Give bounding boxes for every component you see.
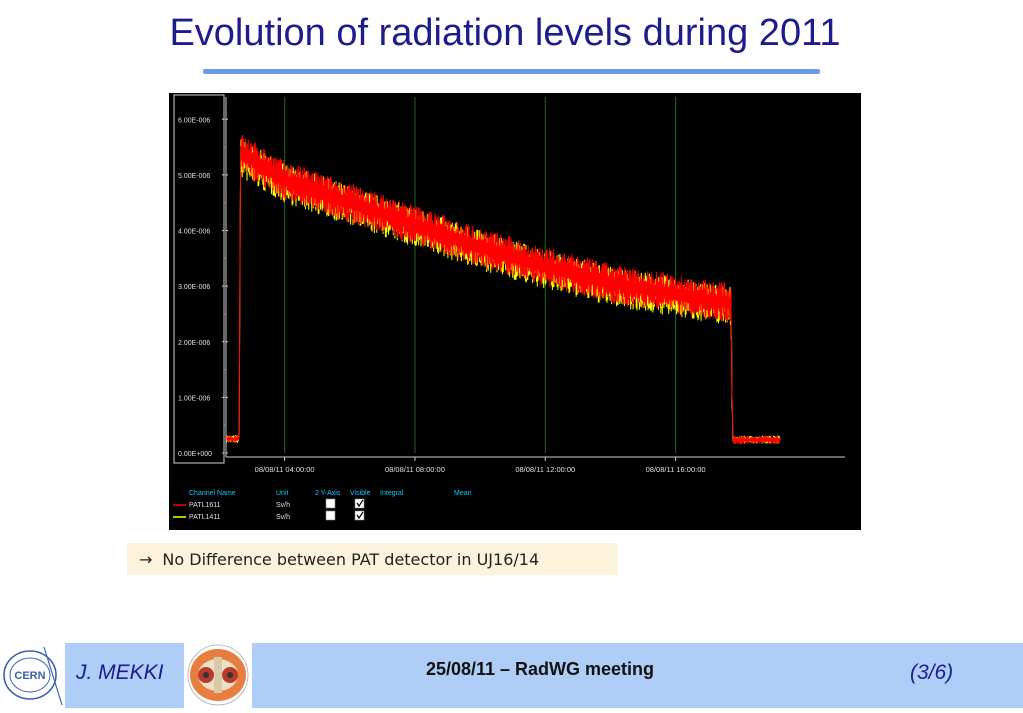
chart-svg: 0.00E+000 1.00E-006 2.00E-006 3.00E-006 4.00… (173, 94, 845, 521)
legend-header: Mean (454, 490, 472, 497)
legend-header: Integral (380, 490, 404, 497)
arrow-icon: → (139, 549, 153, 569)
y2-axis-checkbox[interactable] (325, 498, 336, 509)
legend-header: Channel Name (189, 490, 236, 497)
y-tick-label: 2.00E-006 (178, 340, 210, 347)
svg-text:CERN: CERN (14, 670, 45, 682)
series-layer (225, 134, 781, 444)
axis-layer: 0.00E+000 1.00E-006 2.00E-006 3.00E-006 4.00… (178, 97, 845, 474)
legend-channel-name: PATL1611 (189, 502, 221, 509)
y-tick-label: 3.00E-006 (178, 284, 210, 291)
meeting-label: 25/08/11 – RadWG meeting (425, 659, 655, 679)
legend-unit: Sv/h (276, 502, 290, 509)
checkmark-icon (356, 511, 364, 520)
y-tick-label: 0.00E+000 (178, 451, 212, 458)
legend-header: Visible (350, 490, 371, 497)
title-underline (203, 69, 820, 74)
conclusion-note: → No Difference between PAT detector in … (127, 543, 618, 575)
author-name: J. MEKKI (76, 661, 164, 684)
legend-unit: Sv/h (276, 514, 290, 521)
lhc-magnet-icon (187, 644, 249, 706)
legend-header: Unit (276, 490, 289, 497)
note-text: No Difference between PAT detector in UJ… (162, 549, 540, 569)
y-tick-label: 1.00E-006 (178, 395, 210, 402)
x-tick-label: 08/08/11 16:00:00 (646, 465, 706, 474)
x-tick-label: 08/08/11 12:00:00 (515, 465, 575, 474)
checkmark-icon (356, 499, 364, 508)
lhc-magnet-logo (184, 643, 252, 708)
y-tick-label: 4.00E-006 (178, 229, 210, 236)
page-number: (3/6) (910, 661, 954, 684)
slide-title: Evolution of radiation levels during 201… (169, 12, 841, 54)
y-axis-frame (173, 94, 225, 464)
legend-channel-name: PATL1411 (189, 514, 221, 521)
radiation-chart: 0.00E+000 1.00E-006 2.00E-006 3.00E-006 4.00… (169, 93, 861, 530)
cern-logo: CERN (0, 643, 65, 708)
y-tick-label: 6.00E-006 (178, 117, 210, 124)
cern-logo-icon: CERN (3, 646, 63, 706)
y2-axis-checkbox[interactable] (325, 510, 336, 521)
footer: CERN J. MEKKI 25/08/11 – RadWG meeting (… (0, 643, 1023, 708)
x-tick-label: 08/08/11 04:00:00 (255, 465, 315, 474)
legend-header: 2 Y-Axis (315, 490, 341, 497)
series-PATL1611 (225, 134, 781, 444)
visible-checkbox[interactable] (354, 498, 365, 509)
y-tick-label: 5.00E-006 (178, 173, 210, 180)
visible-checkbox[interactable] (354, 510, 365, 521)
x-tick-label: 08/08/11 08:00:00 (385, 465, 445, 474)
legend: Channel Name Unit 2 Y-Axis Visible Integral M… (173, 490, 472, 521)
